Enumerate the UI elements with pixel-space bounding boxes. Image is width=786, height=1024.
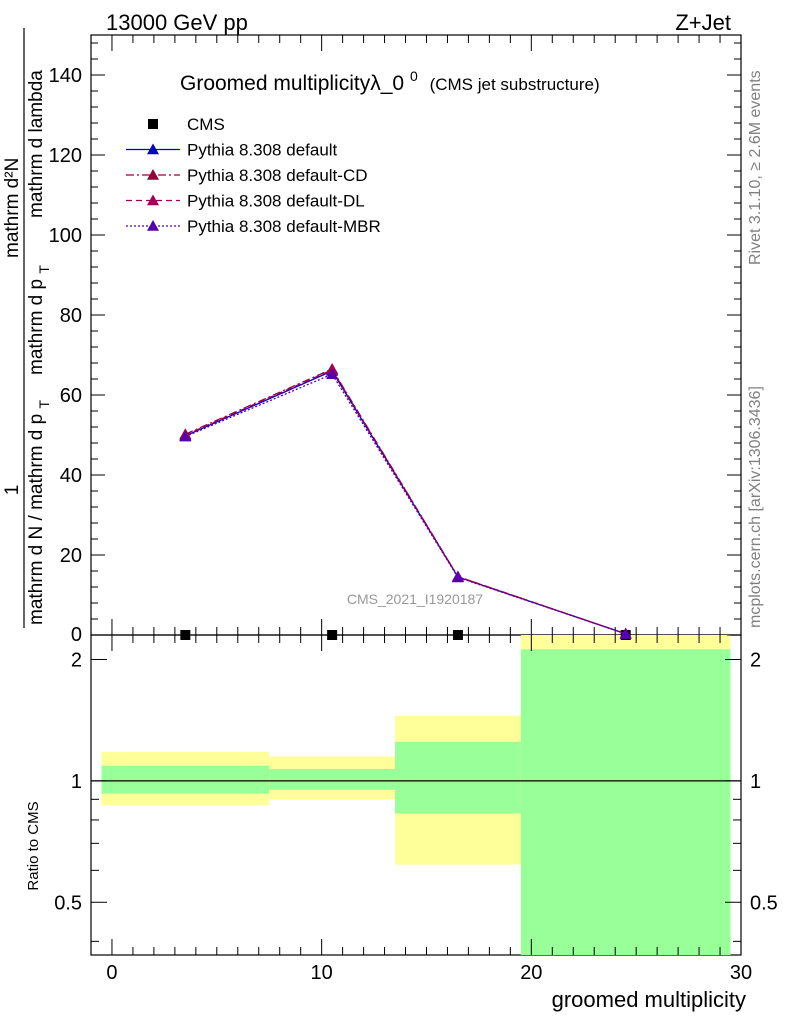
chart-title-sub: (CMS jet substructure): [430, 75, 600, 94]
main-y-tick-label: 80: [60, 305, 82, 327]
legend-label: CMS: [187, 115, 225, 134]
main-y-tick-label: 120: [49, 145, 82, 167]
main-y-tick-label: 60: [60, 385, 82, 407]
x-tick-label: 10: [311, 962, 333, 984]
chart-title: Groomed multiplicityλ_0 0 (CMS jet subst…: [180, 63, 600, 95]
ratio-band-inner-1: [269, 769, 396, 790]
main-y-tick-label: 140: [49, 65, 82, 87]
y-label-frac3: mathrm d p T: [26, 265, 52, 375]
main-y-tick-label: 20: [60, 545, 82, 567]
analysis-watermark: CMS_2021_I1920187: [347, 591, 483, 607]
axis-ticks: [90, 35, 742, 955]
x-tick-label: 30: [730, 962, 752, 984]
legend-marker: [147, 194, 159, 206]
y-label-frac1: mathrm d N / mathrm d p T: [26, 400, 52, 625]
series-marker: [179, 430, 192, 442]
mcplots-label: mcplots.cern.ch [arXiv:1306.3436]: [747, 386, 764, 628]
main-y-tick-label: 40: [60, 465, 82, 487]
legend-label: Pythia 8.308 default-MBR: [187, 217, 381, 236]
legend-label: Pythia 8.308 default: [187, 141, 338, 160]
legend-marker: [147, 169, 159, 180]
x-tick-label: 20: [520, 962, 542, 984]
y-label-frac2: mathrm d²N: [2, 158, 23, 258]
main-y-tick-labels: 20 40 60 80 100 120 140: [49, 65, 82, 567]
y-label-frac3-text: mathrm d p: [26, 279, 47, 375]
ratio-band-inner-2: [395, 741, 521, 814]
legend: CMS Pythia 8.308 default Pythia 8.308 defa…: [126, 115, 381, 236]
series-line: [185, 368, 626, 635]
legend-label: Pythia 8.308 default-CD: [187, 166, 368, 185]
legend-marker: [147, 220, 159, 231]
y-label-frac1-sub: T: [36, 400, 52, 409]
legend-label: Pythia 8.308 default-DL: [187, 192, 365, 211]
x-tick-label: 0: [106, 962, 117, 984]
ratio-y-tick-label: 1: [71, 771, 82, 793]
legend-marker: [147, 143, 159, 155]
ratio-band-inner-0: [101, 765, 270, 794]
series-group: [179, 363, 632, 640]
ratio-y-tick-label-right: 1: [750, 771, 761, 793]
rivet-version-label: Rivet 3.1.10, ≥ 2.6M events: [747, 70, 764, 265]
y-label-numerator: 1: [2, 485, 23, 496]
ratio-y-tick-label-right: 0.5: [750, 892, 778, 914]
ratio-y-axis-label: Ratio to CMS: [25, 801, 42, 890]
x-tick-labels: 0 10 20 30: [106, 962, 752, 984]
ratio-y-tick-label: 2: [71, 649, 82, 671]
header-process: Z+Jet: [675, 10, 731, 35]
main-y-tick-label: 100: [49, 225, 82, 247]
header-energy: 13000 GeV pp: [106, 10, 248, 35]
y-label-frac1-text: mathrm d N / mathrm d p: [26, 414, 47, 625]
y-label-frac3-sub: T: [36, 265, 52, 274]
ratio-tick-labels: 0.5 0.5 1 1 2 2: [54, 649, 778, 914]
cms-point: [452, 630, 463, 640]
series-marker: [451, 571, 464, 583]
ratio-y-tick-label: 0.5: [54, 892, 82, 914]
ratio-bands: [91, 635, 741, 955]
legend-cms-marker: [148, 119, 158, 129]
y-label-frac4: mathrm d lambda: [26, 70, 47, 218]
cms-point: [180, 630, 191, 640]
ratio-panel-frame: [90, 634, 742, 956]
x-axis-label: groomed multiplicity: [552, 987, 746, 1012]
series-marker: [326, 368, 339, 379]
series-4: [179, 368, 632, 639]
ratio-band-inner-3: [520, 649, 731, 955]
main-y-axis-label: 1 mathrm d N / mathrm d p T mathrm d²N m…: [2, 28, 52, 628]
chart-title-sup: 0: [410, 68, 418, 84]
main-y-tick-zero: 0: [71, 624, 82, 646]
series-marker: [619, 627, 632, 639]
ratio-y-tick-label-right: 2: [750, 649, 761, 671]
cms-point: [327, 630, 338, 640]
chart-title-main: Groomed multiplicityλ_0: [180, 72, 404, 95]
